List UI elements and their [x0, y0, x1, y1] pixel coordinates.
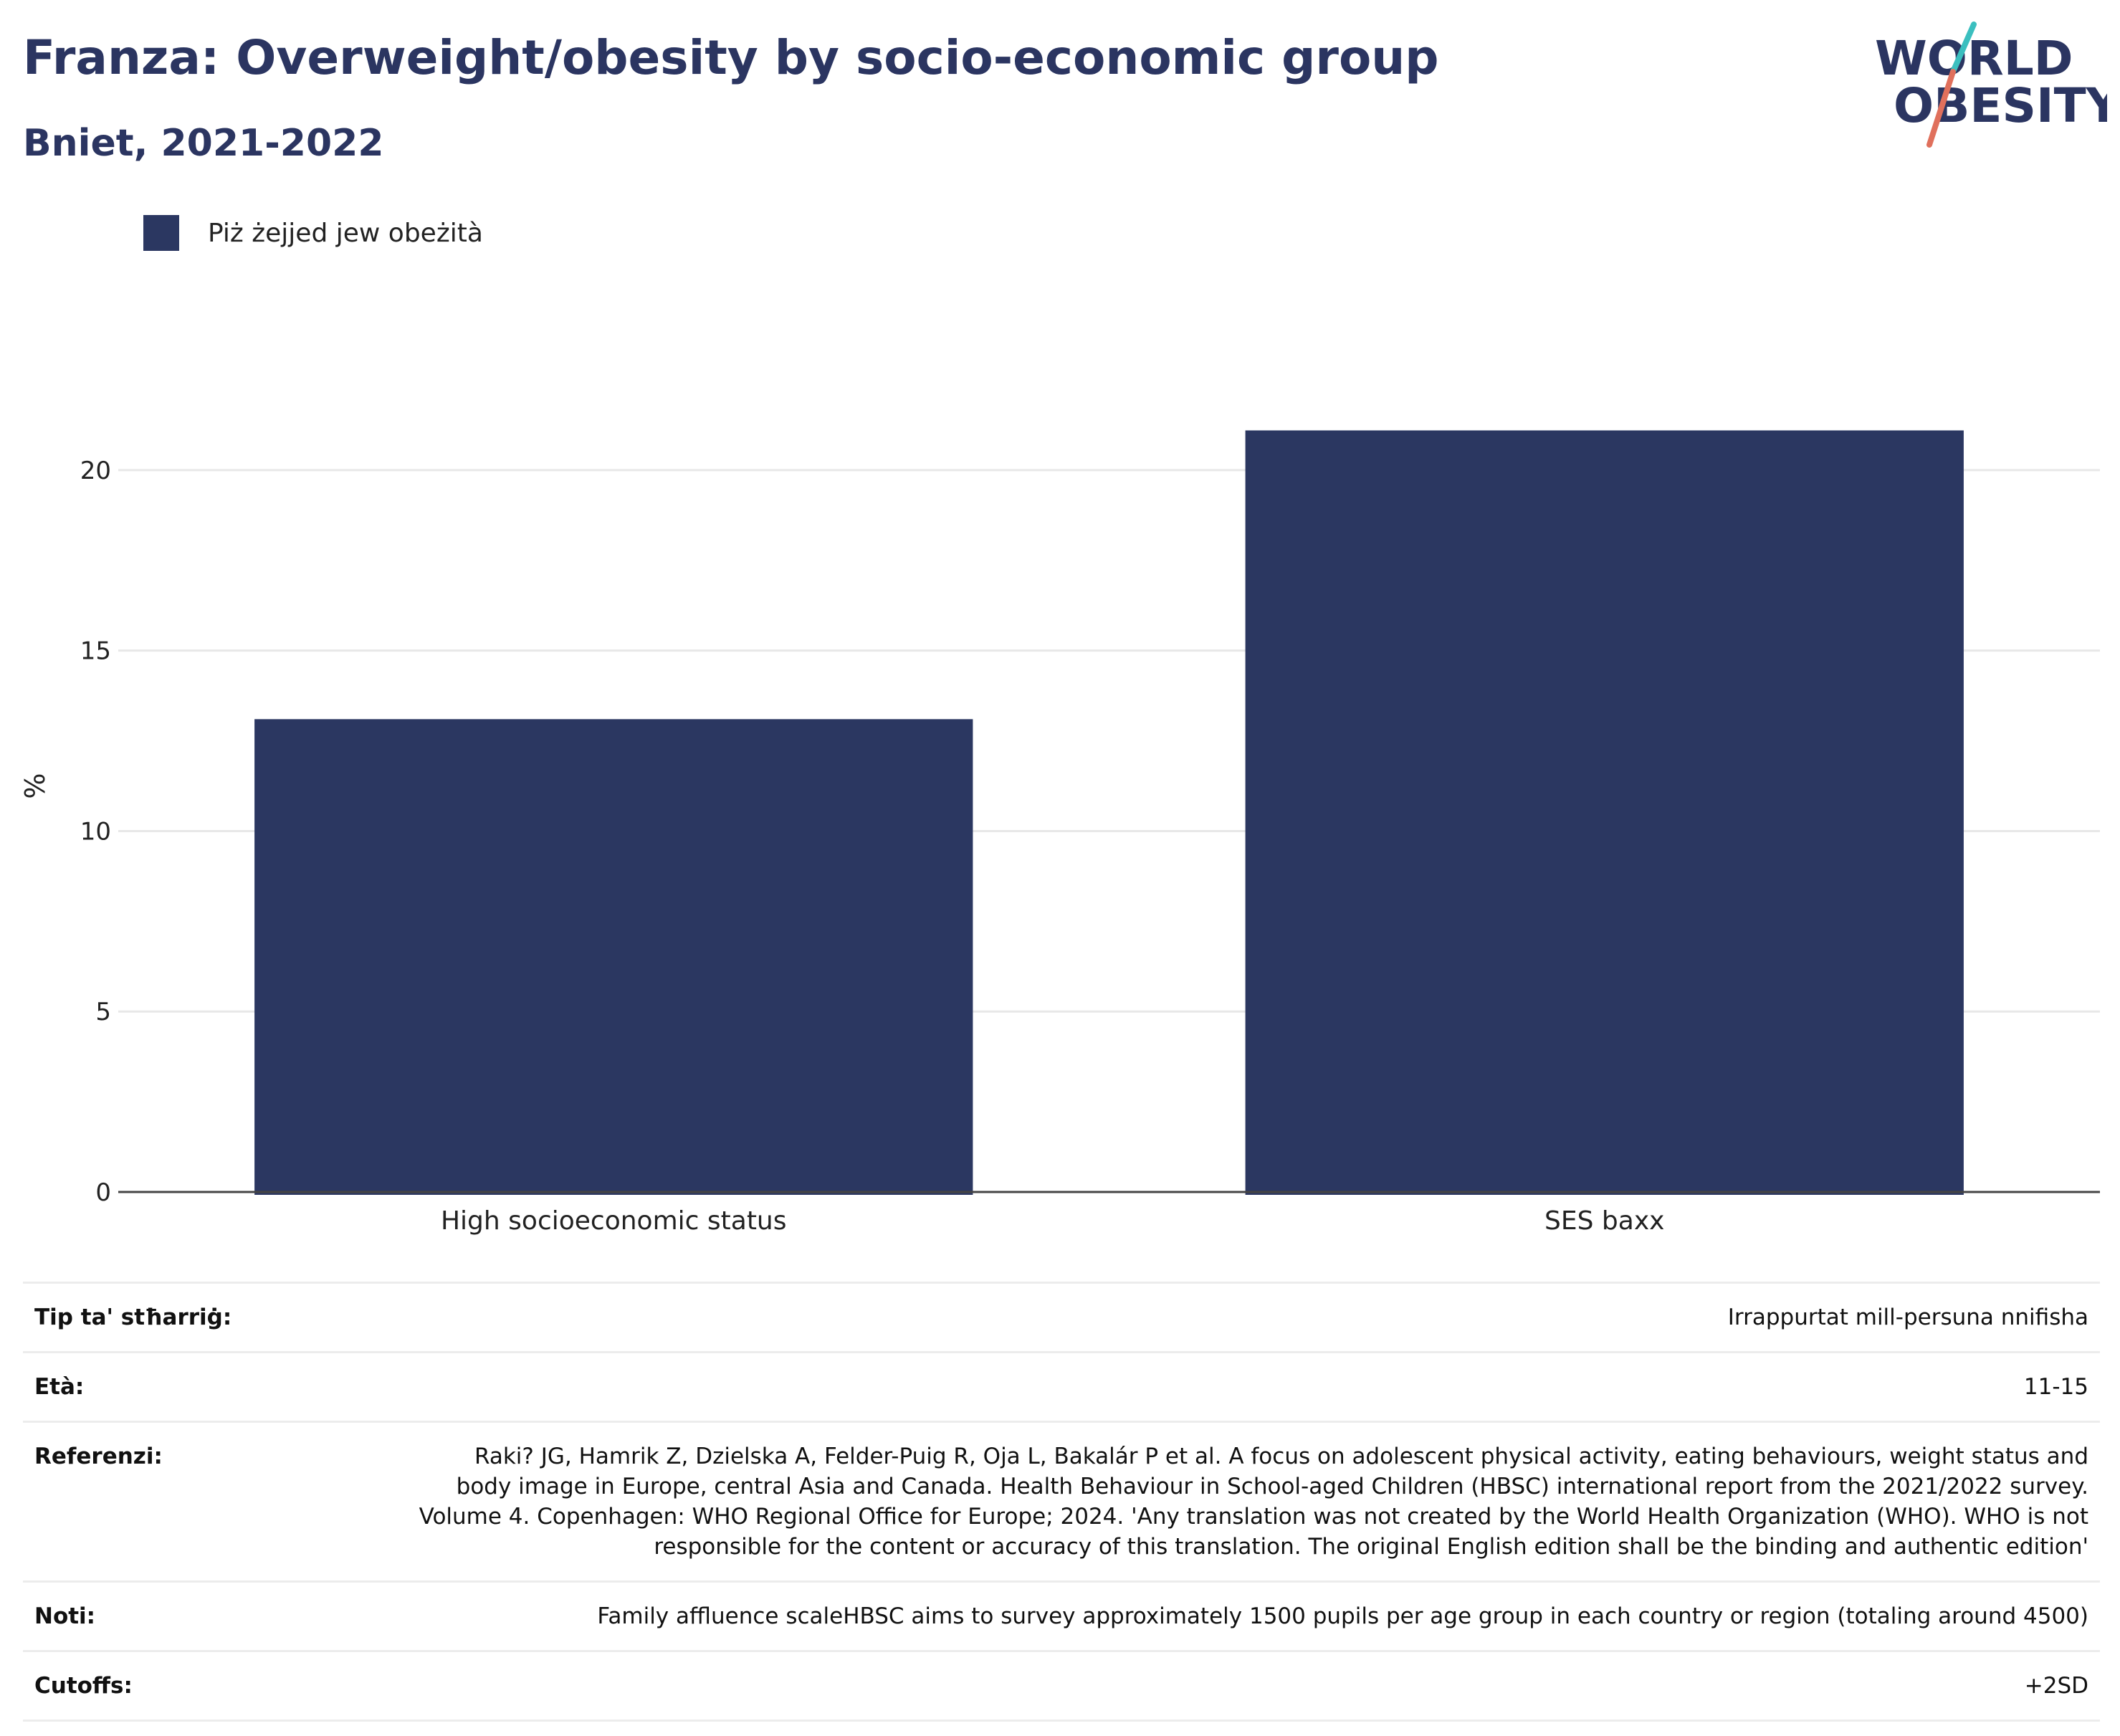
y-tick-label: 0: [95, 1178, 111, 1207]
info-table: Tip ta' stħarriġ: Irrappurtat mill-persu…: [23, 1282, 2100, 1722]
y-tick-label: 10: [80, 817, 111, 846]
y-tick-label: 5: [95, 998, 111, 1026]
info-row-notes: Noti: Family affluence scaleHBSC aims to…: [23, 1580, 2100, 1651]
y-axis-label: %: [19, 773, 51, 798]
world-obesity-logo: WORLD OBESITY: [1875, 22, 2107, 148]
bar: [1245, 430, 1964, 1195]
info-value: +2SD: [404, 1650, 2100, 1722]
logo-slash-top: [1950, 22, 1977, 75]
info-value: Family affluence scaleHBSC aims to surve…: [404, 1580, 2100, 1651]
logo-slash-bottom: [1926, 69, 1956, 148]
bar: [254, 719, 973, 1195]
chart-subtitle: Bniet, 2021-2022: [23, 122, 384, 165]
info-value: Irrappurtat mill-persuna nnifisha: [404, 1282, 2100, 1353]
y-tick-label: 20: [80, 457, 111, 485]
info-key: Noti:: [23, 1580, 404, 1651]
y-tick-label: 15: [80, 637, 111, 666]
info-key: Tip ta' stħarriġ:: [23, 1282, 404, 1353]
info-key: Referenzi:: [23, 1421, 404, 1582]
bar-chart: 0 5 10 15 20 High socioeconomic status SES bax…: [19, 430, 2100, 1236]
info-value: 11-15: [404, 1351, 2100, 1422]
info-row-survey-type: Tip ta' stħarriġ: Irrappurtat mill-persu…: [23, 1282, 2100, 1353]
logo-word-1: WORLD: [1875, 31, 2073, 86]
info-row-age: Età: 11-15: [23, 1351, 2100, 1422]
info-value: Raki? JG, Hamrik Z, Dzielska A, Felder-P…: [404, 1421, 2100, 1582]
chart-title: Franza: Overweight/obesity by socio-econ…: [23, 30, 1439, 85]
legend-swatch: [143, 215, 179, 251]
x-tick-label: High socioeconomic status: [441, 1206, 787, 1236]
info-row-cutoffs: Cutoffs: +2SD: [23, 1650, 2100, 1722]
legend-label: Piż żejjed jew obeżità: [208, 218, 483, 248]
legend: Piż żejjed jew obeżità: [143, 215, 483, 251]
info-key: Età:: [23, 1351, 404, 1422]
info-key: Cutoffs:: [23, 1650, 404, 1722]
logo-word-2: OBESITY: [1894, 78, 2107, 133]
info-row-references: Referenzi: Raki? JG, Hamrik Z, Dzielska …: [23, 1421, 2100, 1582]
x-tick-label: SES baxx: [1544, 1206, 1664, 1236]
